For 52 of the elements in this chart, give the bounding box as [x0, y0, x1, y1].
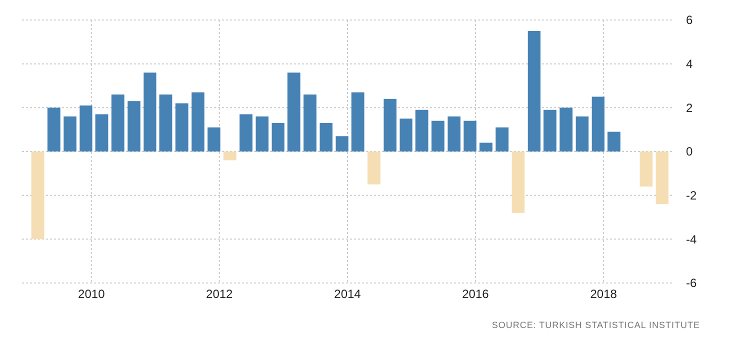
bar	[208, 127, 220, 152]
bar	[656, 152, 668, 204]
bar	[47, 108, 60, 152]
bar	[159, 94, 172, 152]
bar	[64, 116, 76, 152]
x-tick-label: 2012	[206, 287, 234, 301]
bar	[272, 123, 284, 152]
bar	[544, 110, 556, 152]
bar	[351, 92, 364, 152]
bar	[400, 118, 412, 152]
bar	[415, 110, 428, 152]
bar	[368, 152, 380, 184]
y-tick-label: 4	[686, 57, 693, 72]
bar	[304, 94, 316, 152]
y-tick-label: 2	[686, 100, 693, 115]
bar	[256, 116, 269, 152]
y-tick-label: -6	[686, 276, 697, 290]
y-tick-label: -4	[686, 232, 697, 246]
y-tick-label: -2	[686, 188, 697, 203]
bar	[80, 105, 92, 152]
bar	[287, 72, 300, 152]
bar	[592, 96, 604, 152]
x-tick-label: 2014	[334, 287, 362, 301]
bar	[31, 152, 44, 240]
bar	[528, 30, 540, 152]
bar	[431, 120, 444, 152]
bar	[223, 152, 236, 160]
source-note: SOURCE: TURKISH STATISTICAL INSTITUTE	[492, 320, 700, 330]
bar	[384, 98, 396, 152]
bar	[336, 136, 348, 152]
bar	[480, 142, 492, 152]
bar	[496, 127, 509, 152]
bar	[320, 123, 332, 152]
bar	[640, 152, 653, 187]
bar	[607, 132, 620, 152]
bar	[464, 120, 476, 152]
bar	[512, 152, 525, 213]
bar	[144, 72, 156, 152]
bar	[192, 92, 204, 152]
x-tick-label: 2016	[462, 287, 490, 301]
y-tick-label: 6	[686, 13, 693, 28]
x-tick-label: 2010	[78, 287, 106, 301]
bar	[175, 103, 188, 152]
bar	[128, 101, 140, 152]
bar	[95, 114, 108, 152]
bar	[560, 108, 573, 152]
bar	[240, 114, 252, 152]
y-tick-label: 0	[686, 144, 693, 159]
bar	[576, 116, 589, 152]
bar	[111, 94, 124, 152]
x-tick-label: 2018	[590, 287, 618, 301]
bar	[448, 116, 460, 152]
